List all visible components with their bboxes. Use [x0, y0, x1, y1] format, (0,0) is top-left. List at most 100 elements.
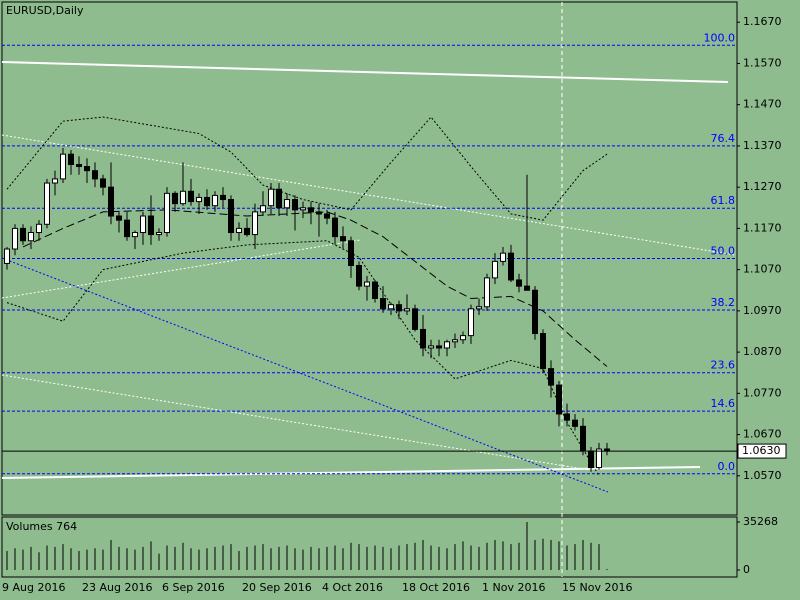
- candle-body: [548, 368, 554, 386]
- candle-body: [36, 223, 42, 234]
- trend-line: [1, 257, 609, 493]
- candle-body: [228, 199, 234, 234]
- volume-title: Volumes 764: [6, 520, 77, 533]
- candle-body: [404, 308, 410, 312]
- fib-label: 61.8: [711, 194, 736, 207]
- fib-label: 0.0: [718, 460, 736, 473]
- candle-body: [460, 335, 466, 341]
- candle-body: [444, 341, 450, 349]
- candle-body: [52, 178, 58, 184]
- candle-body: [508, 252, 514, 281]
- x-tick-label: 4 Oct 2016: [322, 581, 383, 594]
- x-tick-label: 18 Oct 2016: [402, 581, 470, 594]
- y-tick-label: 1.1570: [743, 56, 782, 69]
- candle-body: [412, 308, 418, 330]
- y-tick-label: 1.0870: [743, 345, 782, 358]
- candle-body: [580, 425, 586, 452]
- y-tick-label: 1.0770: [743, 386, 782, 399]
- candle-body: [292, 199, 298, 211]
- x-tick-label: 6 Sep 2016: [162, 581, 225, 594]
- candle-body: [204, 196, 210, 207]
- y-tick-label: 1.0670: [743, 428, 782, 441]
- candle-body: [244, 227, 250, 236]
- candle-body: [596, 448, 602, 469]
- candle-body: [476, 306, 482, 310]
- candle-body: [84, 166, 90, 172]
- candle-body: [212, 194, 218, 207]
- y-tick-label: 1.0570: [743, 469, 782, 482]
- candle-body: [356, 265, 362, 287]
- indicator-line: [6, 240, 600, 477]
- candle-body: [316, 211, 322, 215]
- candle-body: [180, 190, 186, 205]
- indicator-line: [6, 116, 608, 221]
- candle-body: [268, 188, 274, 207]
- candle-body: [452, 339, 458, 343]
- fib-label: 38.2: [711, 296, 736, 309]
- y-tick-label: 1.0970: [743, 304, 782, 317]
- candle-body: [484, 277, 490, 308]
- candle-body: [124, 219, 130, 238]
- candle-body: [428, 345, 434, 349]
- candle-body: [284, 199, 290, 209]
- candle-body: [252, 211, 258, 236]
- y-tick-label: 0: [743, 563, 750, 576]
- last-price-box: [737, 443, 787, 459]
- candle-body: [492, 260, 498, 279]
- candle-body: [588, 450, 594, 469]
- y-tick-label: 1.1170: [743, 221, 782, 234]
- candle-body: [116, 215, 122, 221]
- trend-line: [1, 374, 591, 471]
- candle-body: [44, 182, 50, 225]
- trend-line: [1, 61, 729, 83]
- trend-line: [1, 239, 361, 299]
- y-tick-label: 1.1470: [743, 98, 782, 111]
- candle-body: [164, 192, 170, 234]
- y-tick-label: 1.1670: [743, 15, 782, 28]
- candle-body: [260, 205, 266, 213]
- candle-body: [92, 170, 98, 180]
- y-tick-label: 1.1070: [743, 263, 782, 276]
- candle-body: [276, 188, 282, 209]
- x-tick-label: 1 Nov 2016: [482, 581, 545, 594]
- y-tick-label: 1.1370: [743, 139, 782, 152]
- candle-body: [572, 419, 578, 427]
- candle-body: [220, 194, 226, 201]
- candle-body: [524, 285, 530, 291]
- chart-title: EURUSD,Daily: [6, 4, 84, 17]
- candle-body: [20, 227, 26, 242]
- candle-body: [108, 186, 114, 217]
- candle-body: [188, 190, 194, 203]
- candle-body: [148, 215, 154, 236]
- candle-body: [236, 227, 242, 234]
- candle-body: [516, 279, 522, 287]
- candle-body: [132, 232, 138, 238]
- fib-label: 76.4: [711, 132, 736, 145]
- candle-body: [100, 178, 106, 188]
- fib-label: 14.6: [711, 397, 736, 410]
- y-tick-label: 1.1270: [743, 180, 782, 193]
- fib-label: 50.0: [711, 245, 736, 258]
- candle-body: [380, 298, 386, 310]
- candle-body: [4, 248, 10, 264]
- candle-body: [500, 252, 506, 262]
- candle-body: [332, 217, 338, 238]
- candle-body: [364, 281, 370, 287]
- candle-body: [28, 232, 34, 242]
- candle-body: [532, 289, 538, 335]
- candle-body: [60, 153, 66, 180]
- x-tick-label: 20 Sep 2016: [242, 581, 312, 594]
- candle-body: [372, 281, 378, 300]
- candle-body: [172, 192, 178, 205]
- candle-body: [196, 196, 202, 203]
- x-tick-label: 23 Aug 2016: [82, 581, 152, 594]
- volume-panel: [1, 516, 738, 578]
- candle-body: [420, 328, 426, 349]
- x-tick-label: 15 Nov 2016: [562, 581, 632, 594]
- candle-body: [540, 333, 546, 370]
- candle-body: [300, 207, 306, 211]
- candle-body: [324, 213, 330, 219]
- x-tick-label: 9 Aug 2016: [2, 581, 65, 594]
- y-tick-label: 35268: [743, 515, 778, 528]
